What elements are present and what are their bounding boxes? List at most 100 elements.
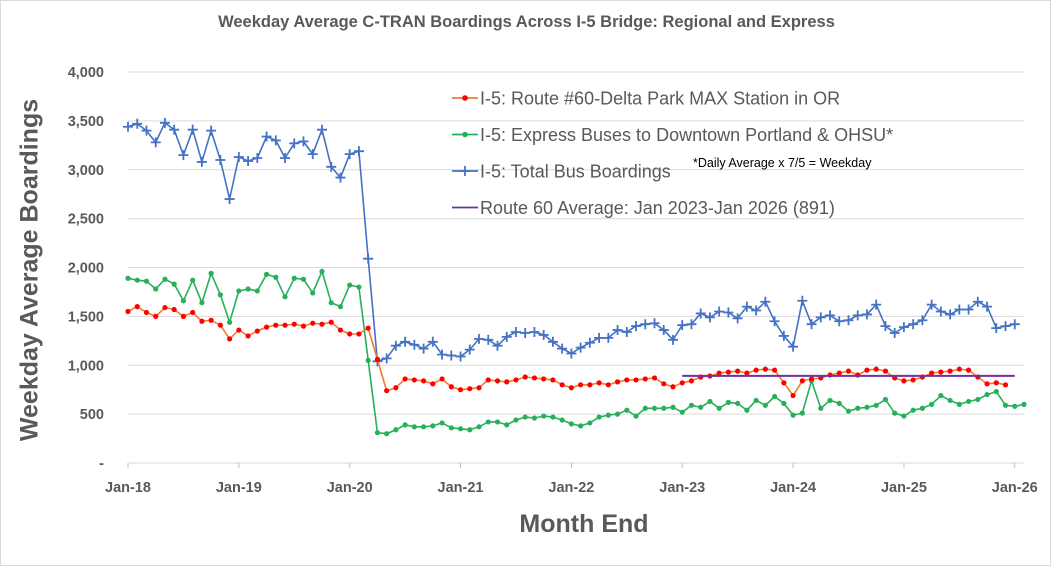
point-total-52 xyxy=(603,332,614,343)
point-total-55 xyxy=(631,321,642,332)
point-route60-5 xyxy=(171,306,177,313)
point-express-1 xyxy=(134,277,140,283)
point-route60-70 xyxy=(771,367,778,373)
point-route60-14 xyxy=(254,328,260,334)
point-express-48 xyxy=(568,421,574,427)
point-total-32 xyxy=(418,343,429,354)
point-total-91 xyxy=(963,304,974,315)
point-route60-45 xyxy=(541,376,547,382)
point-express-4 xyxy=(162,276,168,282)
point-express-10 xyxy=(217,292,223,298)
point-express-9 xyxy=(208,270,214,276)
series-express-line xyxy=(127,270,1025,435)
point-route60-27 xyxy=(374,356,381,362)
point-route60-87 xyxy=(929,370,935,376)
point-route60-94 xyxy=(993,380,999,386)
point-express-21 xyxy=(319,268,325,275)
point-total-20 xyxy=(307,149,318,160)
point-total-38 xyxy=(474,333,485,344)
point-total-54 xyxy=(621,327,632,338)
point-total-10 xyxy=(215,154,226,165)
point-total-61 xyxy=(686,319,697,330)
point-express-36 xyxy=(457,426,464,432)
point-total-41 xyxy=(501,331,512,342)
point-route60-10 xyxy=(217,322,223,328)
point-express-7 xyxy=(190,277,196,283)
point-total-59 xyxy=(667,334,678,345)
point-route60-68 xyxy=(753,367,759,373)
point-express-94 xyxy=(993,389,999,395)
point-route60-69 xyxy=(762,366,768,372)
point-total-60 xyxy=(677,320,688,331)
point-route60-0 xyxy=(125,308,131,315)
point-route60-6 xyxy=(180,313,187,319)
point-express-92 xyxy=(975,396,981,403)
point-express-45 xyxy=(541,413,547,419)
point-total-75 xyxy=(815,312,826,323)
point-route60-52 xyxy=(605,382,611,388)
point-total-76 xyxy=(825,310,836,321)
x-tick-label-Jan-24: Jan-24 xyxy=(770,480,816,496)
axes: - 500 1,000 1,500 2,000 2,500 3,000 3,500 4,000 J… xyxy=(68,65,1038,496)
point-express-56 xyxy=(642,405,648,411)
point-route60-42 xyxy=(513,377,519,383)
point-total-18 xyxy=(289,138,300,149)
point-express-71 xyxy=(781,400,787,406)
point-route60-16 xyxy=(273,322,279,328)
point-route60-30 xyxy=(402,376,408,382)
point-express-62 xyxy=(698,404,704,410)
point-total-14 xyxy=(252,153,263,164)
legend-label-average: Route 60 Average: Jan 2023-Jan 2026 (891… xyxy=(480,198,835,218)
point-express-30 xyxy=(402,422,408,428)
point-express-24 xyxy=(347,282,353,288)
point-express-29 xyxy=(393,427,399,433)
chart-title: Weekday Average C-TRAN Boardings Across … xyxy=(218,13,835,31)
point-route60-95 xyxy=(1002,382,1009,388)
point-express-68 xyxy=(753,397,759,404)
point-route60-89 xyxy=(947,368,953,374)
point-route60-41 xyxy=(504,379,510,385)
point-express-23 xyxy=(337,304,344,310)
point-route60-11 xyxy=(227,336,233,342)
point-express-13 xyxy=(245,286,251,292)
point-total-28 xyxy=(381,353,392,364)
point-route60-66 xyxy=(735,368,741,374)
point-route60-61 xyxy=(688,378,695,384)
point-total-85 xyxy=(908,319,919,330)
point-route60-77 xyxy=(836,370,842,376)
point-express-33 xyxy=(430,423,436,429)
point-express-26 xyxy=(365,357,371,363)
point-express-59 xyxy=(670,404,676,410)
point-express-31 xyxy=(411,424,417,430)
point-total-8 xyxy=(196,156,207,167)
point-total-73 xyxy=(797,295,808,306)
point-route60-7 xyxy=(190,309,196,316)
point-route60-21 xyxy=(319,321,325,327)
point-express-40 xyxy=(494,419,501,425)
point-route60-18 xyxy=(291,321,297,327)
point-express-14 xyxy=(254,288,260,294)
point-total-74 xyxy=(806,319,817,330)
point-total-51 xyxy=(594,332,605,343)
point-route60-50 xyxy=(587,382,593,388)
point-route60-22 xyxy=(328,319,334,325)
point-express-70 xyxy=(771,393,778,400)
point-total-44 xyxy=(529,327,540,338)
point-total-78 xyxy=(843,315,854,326)
point-route60-8 xyxy=(199,318,205,324)
y-tick-label-3500: 3,500 xyxy=(68,114,104,130)
x-tick-label-Jan-23: Jan-23 xyxy=(659,480,705,496)
point-route60-1 xyxy=(134,304,140,310)
point-total-9 xyxy=(206,125,217,136)
point-express-65 xyxy=(725,399,732,405)
point-route60-39 xyxy=(485,377,491,383)
point-route60-53 xyxy=(614,379,621,385)
point-route60-9 xyxy=(208,317,214,323)
x-tick-label-Jan-21: Jan-21 xyxy=(438,480,484,496)
legend-marker-total xyxy=(460,166,470,176)
legend-item-express: I-5: Express Buses to Downtown Portland … xyxy=(452,125,893,145)
point-total-12 xyxy=(233,152,244,163)
point-total-45 xyxy=(538,329,549,340)
point-total-42 xyxy=(510,327,521,338)
